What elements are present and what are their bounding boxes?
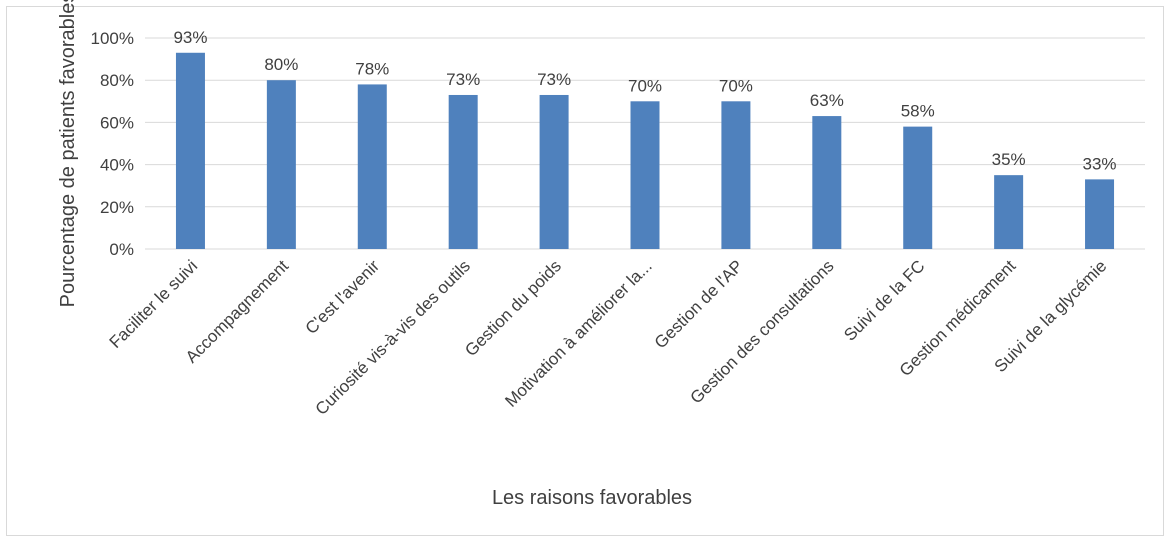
category-label: Gestion du poids — [461, 256, 565, 360]
bar — [539, 94, 569, 249]
data-label: 80% — [264, 55, 298, 74]
data-label: 73% — [446, 70, 480, 89]
category-label: Curiosité vis-à-vis des outils — [312, 256, 474, 418]
category-label: Gestion de l'AP — [651, 256, 747, 352]
data-label: 73% — [537, 70, 571, 89]
category-label: Gestion des consultations — [687, 256, 838, 407]
data-label: 58% — [901, 102, 935, 121]
bar — [721, 101, 751, 249]
y-tick-label: 40% — [100, 156, 134, 175]
bar — [175, 52, 205, 249]
bar — [994, 175, 1024, 249]
data-label: 93% — [173, 28, 207, 47]
category-label: C'est l'avenir — [302, 256, 384, 338]
category-label: Suivi de la FC — [840, 256, 928, 344]
x-axis-title: Les raisons favorables — [492, 487, 692, 509]
data-label: 63% — [810, 91, 844, 110]
data-label: 70% — [628, 76, 662, 95]
bar — [266, 80, 296, 249]
bars — [175, 52, 1115, 249]
data-label: 78% — [355, 59, 389, 78]
gridlines — [145, 37, 1145, 250]
y-tick-label: 20% — [100, 198, 134, 217]
data-label: 70% — [719, 76, 753, 95]
bar — [357, 84, 387, 249]
data-label: 33% — [1083, 154, 1117, 173]
y-axis-ticks: 0% 20% 40% 60% 80% 100% — [91, 29, 134, 259]
y-tick-label: 60% — [100, 113, 134, 132]
y-axis-title: Pourcentage de patients favorables — [57, 0, 79, 307]
y-tick-label: 100% — [91, 29, 134, 48]
bar — [1085, 179, 1115, 249]
bar — [812, 116, 842, 249]
y-tick-label: 80% — [100, 71, 134, 90]
data-label: 35% — [992, 150, 1026, 169]
category-label: Motivation à améliorer la... — [501, 256, 655, 410]
bar — [630, 101, 660, 249]
data-labels: 93% 80% 78% 73% 73% 70% 70% 63% 58% 35% 33% — [173, 28, 1116, 174]
bar — [903, 126, 933, 249]
y-tick-label: 0% — [109, 240, 134, 259]
category-label: Accompagnement — [182, 256, 293, 367]
category-label: Faciliter le suivi — [106, 256, 202, 352]
bar — [448, 94, 478, 249]
